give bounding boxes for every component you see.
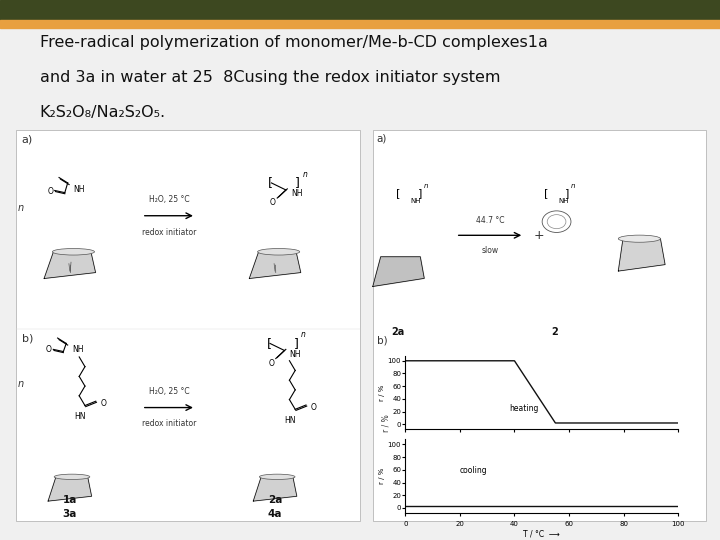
Polygon shape — [48, 477, 91, 501]
Y-axis label: r / %: r / % — [379, 384, 385, 401]
Text: O: O — [48, 186, 53, 195]
Text: b): b) — [22, 333, 33, 343]
Text: NH: NH — [410, 198, 421, 204]
Text: HN: HN — [284, 416, 296, 425]
Text: K₂S₂O₈/Na₂S₂O₅.: K₂S₂O₈/Na₂S₂O₅. — [40, 105, 166, 120]
Ellipse shape — [54, 474, 90, 480]
Text: H₂O, 25 °C: H₂O, 25 °C — [148, 387, 189, 396]
Text: ]: ] — [418, 188, 422, 199]
Text: n: n — [18, 203, 24, 213]
Polygon shape — [44, 252, 96, 279]
Text: [: [ — [268, 177, 273, 190]
Text: ]: ] — [294, 337, 299, 350]
Ellipse shape — [259, 474, 295, 480]
Text: a): a) — [22, 135, 33, 145]
Text: NH: NH — [289, 350, 301, 359]
Text: [: [ — [266, 337, 271, 350]
Text: O: O — [270, 198, 276, 207]
Text: 1a: 1a — [63, 495, 77, 505]
Text: 3a: 3a — [63, 509, 77, 519]
Ellipse shape — [618, 235, 660, 242]
Polygon shape — [253, 477, 297, 501]
Text: O: O — [101, 399, 107, 408]
Y-axis label: r / %: r / % — [379, 468, 385, 484]
Text: [: [ — [396, 188, 400, 199]
Polygon shape — [618, 239, 665, 271]
Text: NH: NH — [72, 345, 84, 354]
Polygon shape — [249, 252, 301, 279]
Text: ]: ] — [565, 188, 570, 199]
Text: O: O — [46, 346, 52, 354]
Bar — [373, 130, 706, 521]
Text: n: n — [302, 170, 307, 179]
Text: r / %: r / % — [382, 414, 390, 432]
Text: +: + — [534, 229, 544, 242]
Bar — [16, 130, 360, 521]
Text: n: n — [423, 183, 428, 190]
Text: redox initiator: redox initiator — [142, 228, 196, 237]
Text: n: n — [301, 330, 306, 339]
Ellipse shape — [53, 248, 94, 255]
Text: b): b) — [377, 335, 387, 345]
Bar — [0, 0, 720, 20]
Text: O: O — [311, 403, 317, 411]
Text: NH: NH — [291, 189, 302, 198]
Ellipse shape — [258, 248, 300, 255]
Text: 2: 2 — [552, 327, 559, 337]
Text: cooling: cooling — [460, 465, 487, 475]
Text: 2a: 2a — [268, 495, 282, 505]
X-axis label: T / °C  ⟶: T / °C ⟶ — [523, 529, 560, 538]
Text: n: n — [18, 380, 24, 389]
Polygon shape — [373, 256, 424, 286]
Text: heating: heating — [509, 404, 539, 413]
Text: [: [ — [544, 188, 548, 199]
Text: and 3a in water at 25  8Cusing the redox initiator system: and 3a in water at 25 8Cusing the redox … — [40, 70, 500, 85]
Bar — [0, 20, 720, 28]
Text: H₂O, 25 °C: H₂O, 25 °C — [148, 195, 189, 204]
Text: redox initiator: redox initiator — [142, 420, 196, 428]
Text: O: O — [269, 359, 274, 368]
Text: a): a) — [377, 134, 387, 144]
Text: HN: HN — [74, 412, 86, 421]
Text: Free-radical polymerization of monomer/Me-b-CD complexes1a: Free-radical polymerization of monomer/M… — [40, 35, 547, 50]
Text: 2a: 2a — [392, 327, 405, 337]
Text: n: n — [571, 183, 575, 190]
Text: 44.7 °C: 44.7 °C — [476, 215, 504, 225]
Text: ]: ] — [295, 177, 300, 190]
Text: 4a: 4a — [268, 509, 282, 519]
Text: NH: NH — [73, 185, 85, 194]
Text: slow: slow — [482, 246, 498, 255]
Text: NH: NH — [558, 198, 569, 204]
